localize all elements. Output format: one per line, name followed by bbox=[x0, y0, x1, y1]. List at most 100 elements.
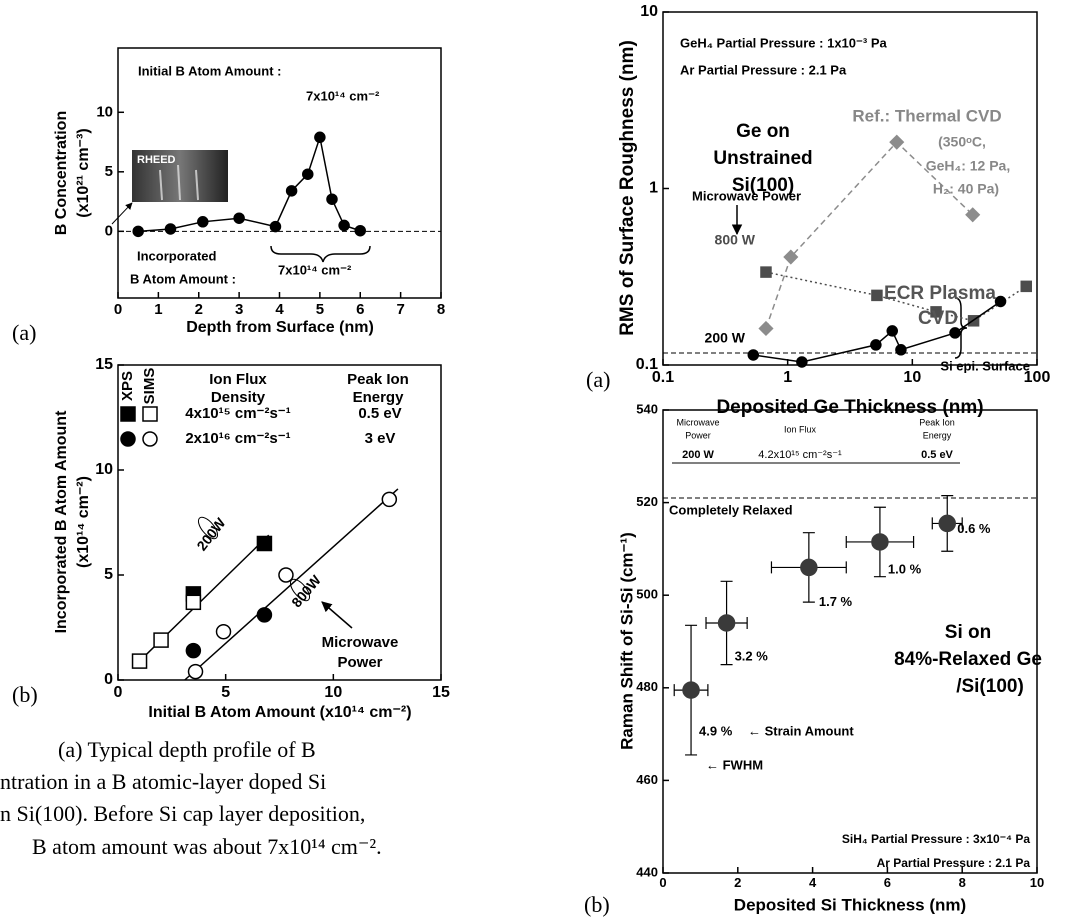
marker bbox=[197, 216, 209, 228]
arrow bbox=[321, 601, 353, 629]
marker bbox=[164, 223, 177, 235]
legend-header: Energy bbox=[353, 389, 405, 406]
table-header: Energy bbox=[923, 430, 952, 440]
y-tick-label: 1 bbox=[649, 180, 658, 197]
marker bbox=[758, 320, 774, 337]
x-tick-label: 8 bbox=[959, 875, 966, 890]
y-tick-label: 5 bbox=[105, 163, 113, 180]
x-axis-label: Initial B Atom Amount (x10¹⁴ cm⁻²) bbox=[148, 704, 411, 721]
marker bbox=[278, 567, 294, 583]
annotation: 84%-Relaxed Ge bbox=[894, 649, 1042, 670]
y-axis-label: (x10²¹ cm⁻³) bbox=[75, 128, 92, 217]
y-tick-label: 480 bbox=[636, 679, 658, 694]
annotation: B Atom Amount : bbox=[130, 271, 236, 286]
annotation: Si(100) bbox=[732, 175, 794, 196]
point-label: 1.0 % bbox=[888, 561, 922, 576]
x-axis-label: Depth from Surface (nm) bbox=[186, 319, 374, 336]
marker bbox=[949, 327, 961, 339]
point-label: 4.9 % bbox=[699, 724, 733, 739]
annotation: Microwave bbox=[322, 634, 399, 651]
annotation: Microwave Power bbox=[692, 188, 801, 203]
y-tick-label: 540 bbox=[636, 401, 658, 416]
annotation: H₂: 40 Pa) bbox=[933, 181, 999, 197]
legend-text: 0.5 eV bbox=[358, 405, 401, 422]
marker bbox=[938, 514, 956, 533]
annotation: Unstrained bbox=[713, 148, 812, 169]
marker bbox=[783, 249, 799, 265]
annotation: (350ᵒC, bbox=[938, 134, 986, 150]
marker bbox=[871, 289, 883, 302]
y-tick-label: 10 bbox=[95, 461, 113, 478]
table-value: 200 W bbox=[682, 449, 714, 461]
x-tick-label: 5 bbox=[221, 684, 230, 701]
series-label: 200 W bbox=[705, 330, 746, 346]
marker bbox=[1020, 280, 1033, 293]
y-axis-label: B Concentration bbox=[53, 111, 70, 235]
marker bbox=[132, 225, 144, 238]
inset-arrow bbox=[111, 202, 133, 225]
fit-ring bbox=[197, 516, 219, 540]
table-header: Peak Ion bbox=[919, 417, 955, 427]
legend-header: Density bbox=[211, 389, 266, 406]
annotation: 7x10¹⁴ cm⁻² bbox=[306, 88, 380, 103]
x-axis-label: Deposited Si Thickness (nm) bbox=[734, 895, 966, 914]
y-tick-label: 0.1 bbox=[636, 356, 658, 373]
x-tick-label: 0.1 bbox=[652, 369, 674, 386]
annotation: GeH₄ Partial Pressure : 1x10⁻³ Pa bbox=[680, 35, 887, 50]
legend-method: XPS bbox=[119, 371, 136, 401]
y-tick-label: 10 bbox=[640, 3, 658, 20]
marker bbox=[870, 339, 882, 351]
marker bbox=[269, 220, 282, 233]
panel-label: (a) bbox=[12, 320, 36, 345]
panel-label: (a) bbox=[586, 367, 610, 392]
annotation: ← Strain Amount bbox=[748, 723, 854, 738]
legend-text: 3 eV bbox=[365, 430, 396, 447]
legend-marker bbox=[120, 431, 136, 447]
x-tick-label: 10 bbox=[324, 684, 342, 701]
annotation: Initial B Atom Amount : bbox=[138, 63, 281, 78]
legend-marker bbox=[142, 406, 158, 422]
marker bbox=[185, 594, 202, 611]
x-tick-label: 6 bbox=[356, 301, 364, 318]
marker bbox=[285, 185, 298, 197]
marker bbox=[338, 219, 350, 232]
reference-label: Si epi. Surface bbox=[940, 358, 1030, 373]
marker bbox=[256, 535, 273, 552]
y-tick-label: 15 bbox=[95, 356, 113, 373]
marker bbox=[994, 295, 1007, 308]
caption-line: (a) Typical depth profile of B bbox=[58, 737, 316, 762]
table-header: Power bbox=[685, 430, 711, 440]
y-tick-label: 460 bbox=[636, 772, 658, 787]
legend-text: 4x10¹⁵ cm⁻²s⁻¹ bbox=[185, 405, 290, 422]
annotation: Ge on bbox=[736, 121, 790, 142]
marker bbox=[930, 306, 942, 318]
x-tick-label: 4 bbox=[275, 301, 284, 318]
marker bbox=[153, 632, 169, 648]
caption-line: ntration in a B atomic-layer doped Si bbox=[0, 769, 326, 794]
table-header: Ion Flux bbox=[784, 424, 817, 434]
y-tick-label: 5 bbox=[104, 566, 113, 583]
annotation: SiH₄ Partial Pressure : 3x10⁻⁴ Pa bbox=[842, 832, 1030, 846]
x-tick-label: 3 bbox=[235, 301, 243, 318]
point-label: 0.6 % bbox=[957, 521, 991, 536]
annotation: Incorporated bbox=[137, 248, 217, 263]
table-value: 4.2x10¹⁵ cm⁻²s⁻¹ bbox=[758, 449, 842, 461]
x-tick-label: 4 bbox=[809, 875, 817, 890]
marker bbox=[886, 325, 898, 337]
x-tick-label: 5 bbox=[316, 301, 324, 318]
y-tick-label: 10 bbox=[96, 103, 113, 120]
annotation: GeH₄: 12 Pa, bbox=[926, 158, 1011, 174]
y-tick-label: 0 bbox=[104, 671, 113, 688]
point-label: 1.7 % bbox=[819, 594, 853, 609]
marker bbox=[215, 623, 232, 640]
marker bbox=[871, 533, 889, 551]
series-label: 800 W bbox=[715, 232, 756, 248]
marker bbox=[187, 663, 204, 680]
x-tick-label: 0 bbox=[659, 875, 666, 890]
panel-label: (b) bbox=[584, 892, 610, 917]
y-tick-label: 440 bbox=[636, 864, 658, 879]
annotation: ← FWHM bbox=[706, 757, 763, 772]
marker bbox=[354, 224, 366, 237]
legend-method: SIMS bbox=[141, 368, 158, 405]
x-tick-label: 7 bbox=[396, 301, 404, 318]
